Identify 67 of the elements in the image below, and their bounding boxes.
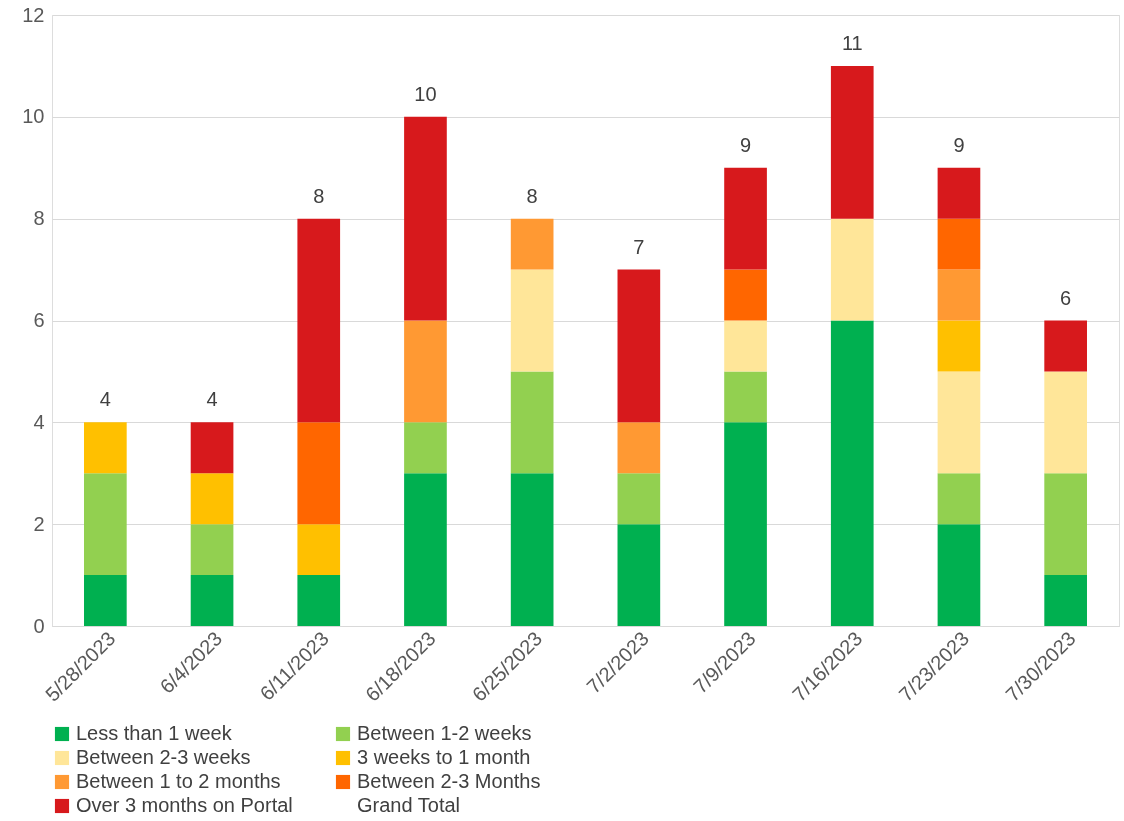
bar	[724, 269, 767, 321]
bar	[937, 167, 981, 219]
total-label: 7	[633, 235, 645, 258]
bar	[190, 524, 234, 576]
legend-label: Between 1-2 weeks	[357, 722, 532, 744]
total-label: 4	[99, 388, 111, 411]
bar	[84, 473, 127, 576]
legend-label: Between 1 to 2 months	[76, 770, 281, 792]
legend-label: 3 weeks to 1 month	[357, 746, 531, 768]
bar	[404, 116, 447, 321]
total-label: 8	[526, 184, 538, 207]
total-label: 11	[841, 31, 863, 54]
bar	[724, 167, 767, 270]
y-tick-label: 2	[33, 512, 45, 535]
bar	[510, 218, 554, 270]
legend-label: Less than 1 week	[76, 722, 233, 744]
bar	[1044, 473, 1087, 576]
bar	[297, 524, 341, 576]
text: Grand Total	[357, 794, 461, 816]
bar	[830, 218, 874, 321]
bar	[190, 575, 234, 626]
bar	[510, 269, 554, 372]
bar	[937, 269, 981, 321]
legend-label: Between 2-3 Months	[357, 770, 541, 792]
bar	[724, 422, 767, 626]
bar	[617, 269, 661, 423]
y-tick-label: 12	[22, 3, 45, 26]
bar	[617, 422, 661, 474]
bar	[404, 422, 447, 474]
bar	[84, 575, 127, 626]
total-label: 6	[1060, 286, 1072, 309]
y-tick-label: 8	[33, 207, 45, 230]
bar	[830, 320, 874, 626]
bar	[724, 320, 767, 372]
bar	[937, 371, 981, 474]
bar	[937, 218, 981, 270]
bar	[1044, 371, 1087, 474]
bar	[937, 473, 981, 525]
bar	[84, 422, 127, 474]
bar	[190, 473, 234, 525]
bar	[937, 320, 981, 372]
total-label: 9	[739, 133, 752, 156]
bar	[404, 320, 447, 423]
y-tick-label: 4	[33, 410, 45, 433]
legend-label: Between 2-3 weeks	[76, 746, 251, 768]
bar	[724, 371, 767, 423]
bar	[937, 524, 981, 626]
total-label: 9	[953, 133, 965, 156]
total-label: 10	[414, 82, 437, 105]
y-tick-label: 6	[33, 309, 45, 331]
total-label: 4	[206, 388, 218, 411]
legend-label: Over 3 months on Portal	[76, 794, 293, 816]
bar	[297, 575, 341, 626]
bar	[404, 473, 447, 626]
bar	[1044, 575, 1087, 626]
y-tick-label: 10	[22, 105, 45, 128]
bar	[617, 524, 661, 626]
bar	[1044, 320, 1087, 372]
bar	[297, 218, 341, 423]
y-tick-label: 0	[33, 614, 45, 637]
bar	[617, 473, 661, 525]
bar	[190, 422, 234, 474]
bar	[510, 371, 554, 474]
bar	[510, 473, 554, 626]
total-label: 8	[313, 184, 325, 207]
bar	[297, 422, 341, 525]
bar	[830, 65, 874, 219]
